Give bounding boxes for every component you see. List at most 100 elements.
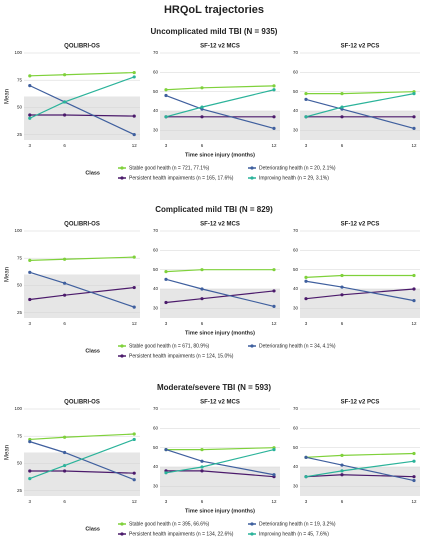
- data-point: [132, 255, 136, 259]
- legend-label: Stable good health (n = 395, 66.6%): [129, 521, 210, 527]
- trajectory-line: [165, 85, 275, 91]
- y-tick-label: 50: [153, 267, 159, 272]
- x-tick-label: 3: [29, 499, 32, 504]
- data-point: [304, 115, 308, 119]
- legend-label: Deteriorating health (n = 34, 4.1%): [259, 343, 336, 349]
- data-point: [132, 70, 136, 75]
- data-point: [132, 132, 136, 137]
- panel-title: SF-12 v2 PCS: [341, 400, 380, 406]
- data-point: [28, 258, 32, 262]
- data-point: [340, 463, 344, 467]
- x-tick-label: 12: [411, 321, 417, 326]
- data-point: [132, 478, 136, 482]
- y-tick-label: 30: [153, 484, 159, 489]
- y-tick-label: 50: [153, 445, 159, 450]
- data-point: [412, 115, 416, 119]
- x-axis-label: Time since injury (months): [185, 152, 255, 158]
- x-tick-label: 3: [29, 321, 32, 326]
- legend-marker: [120, 522, 124, 526]
- data-point: [164, 88, 168, 92]
- y-tick-label: 70: [293, 228, 299, 233]
- data-point: [412, 478, 416, 483]
- x-tick-label: 12: [132, 321, 138, 326]
- legend-marker: [250, 532, 254, 536]
- legend-marker: [250, 176, 254, 180]
- data-point: [200, 268, 204, 272]
- y-tick-label: 40: [153, 286, 159, 291]
- data-point: [304, 455, 308, 459]
- trajectory-line: [165, 269, 274, 273]
- data-point: [200, 105, 204, 109]
- data-point: [412, 299, 416, 303]
- x-tick-label: 3: [305, 321, 308, 326]
- data-point: [340, 273, 344, 278]
- section-title: Complicated mild TBI (N = 829): [155, 205, 273, 214]
- y-tick-label: 50: [153, 89, 159, 94]
- y-tick-label: 50: [293, 445, 299, 450]
- data-point: [412, 126, 416, 130]
- legend-title: Class: [85, 170, 100, 176]
- section-title: Uncomplicated mild TBI (N = 935): [151, 27, 278, 36]
- y-tick-label: 25: [17, 310, 23, 315]
- x-tick-label: 3: [29, 143, 32, 148]
- x-tick-label: 12: [132, 499, 138, 504]
- x-tick-label: 6: [341, 143, 344, 148]
- data-point: [200, 448, 204, 452]
- panel-title: SF-12 v2 PCS: [341, 44, 380, 50]
- data-point: [272, 84, 276, 88]
- data-point: [28, 113, 32, 117]
- y-tick-label: 25: [17, 488, 23, 493]
- impairment-zone: [300, 467, 420, 496]
- data-point: [63, 257, 67, 261]
- data-point: [28, 116, 32, 120]
- data-point: [412, 287, 416, 291]
- data-point: [63, 113, 67, 117]
- data-point: [272, 448, 276, 452]
- data-point: [200, 465, 204, 469]
- data-point: [164, 300, 168, 305]
- impairment-zone: [24, 96, 140, 140]
- data-point: [63, 281, 67, 285]
- y-tick-label: 50: [293, 89, 299, 94]
- data-point: [272, 268, 276, 272]
- data-point: [200, 115, 204, 119]
- data-point: [164, 471, 168, 475]
- y-tick-label: 40: [153, 464, 159, 469]
- x-tick-label: 3: [305, 499, 308, 504]
- data-point: [272, 115, 276, 119]
- x-tick-label: 12: [271, 499, 277, 504]
- x-tick-label: 3: [165, 143, 168, 148]
- data-point: [412, 92, 416, 96]
- data-point: [200, 459, 204, 463]
- data-point: [63, 450, 67, 455]
- figure-title: HRQoL trajectories: [164, 4, 264, 16]
- y-tick-label: 60: [293, 70, 299, 75]
- data-point: [132, 75, 136, 79]
- legend-label: Stable good health (n = 671, 80.9%): [129, 343, 210, 349]
- legend-marker: [250, 522, 254, 526]
- y-tick-label: 100: [14, 406, 22, 411]
- x-tick-label: 6: [63, 143, 66, 148]
- panel-title: QOLIBRI-OS: [64, 44, 100, 50]
- data-point: [340, 285, 344, 289]
- y-tick-label: 40: [153, 108, 159, 113]
- y-tick-label: 50: [17, 105, 23, 110]
- panel-title: QOLIBRI-OS: [64, 222, 100, 228]
- data-point: [200, 287, 204, 291]
- y-tick-label: 60: [153, 248, 159, 253]
- y-tick-label: 70: [153, 406, 159, 411]
- y-tick-label: 75: [17, 433, 23, 438]
- y-tick-label: 30: [293, 306, 299, 311]
- data-point: [200, 297, 204, 301]
- trajectory-line: [29, 433, 135, 441]
- x-axis-label: Time since injury (months): [185, 330, 255, 336]
- data-point: [28, 297, 32, 302]
- x-axis-label: Time since injury (months): [185, 508, 255, 514]
- data-point: [200, 86, 204, 90]
- y-tick-label: 25: [17, 132, 23, 137]
- y-tick-label: 60: [293, 426, 299, 431]
- x-tick-label: 3: [165, 499, 168, 504]
- x-tick-label: 12: [271, 321, 277, 326]
- data-point: [132, 437, 136, 442]
- x-tick-label: 12: [411, 143, 417, 148]
